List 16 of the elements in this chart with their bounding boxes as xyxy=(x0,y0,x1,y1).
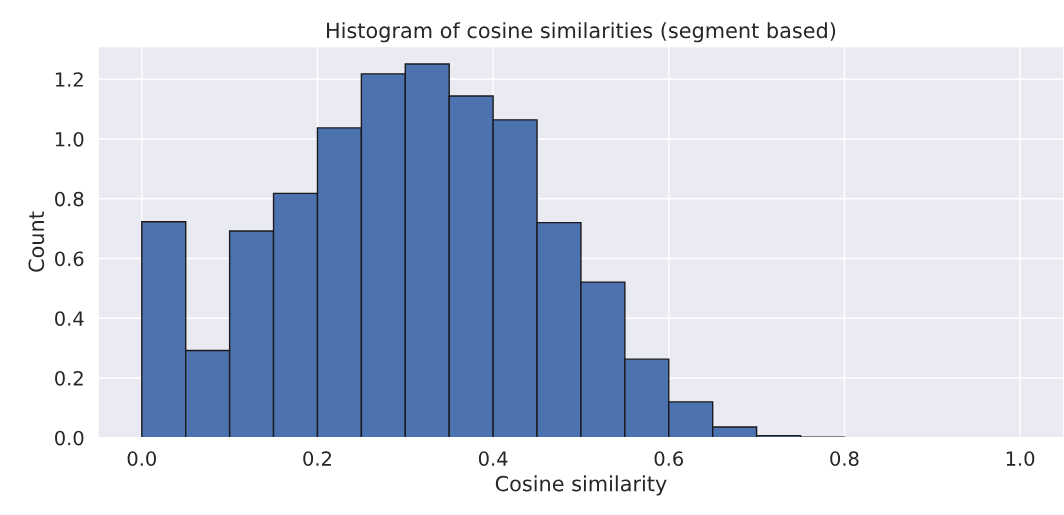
y-axis-title: Count xyxy=(28,211,45,272)
x-tick-label: 1.0 xyxy=(1006,451,1035,466)
y-tick-label: 0.4 xyxy=(55,311,84,326)
y-tick-label: 0.0 xyxy=(55,430,84,446)
y-tick-label: 1.0 xyxy=(55,131,84,147)
x-tick-label: 0.6 xyxy=(654,451,684,466)
chart-title: Histogram of cosine similarities (segment based) xyxy=(327,22,836,43)
x-axis-title: Cosine similarity xyxy=(495,475,667,496)
x-tick-label: 0.0 xyxy=(127,451,156,466)
x-tick-label: 0.4 xyxy=(478,451,508,466)
y-tick-label: 1.2 xyxy=(55,72,83,87)
y-tick-label: 0.2 xyxy=(55,370,83,386)
x-tick-label: 0.2 xyxy=(303,451,331,466)
y-tick-label: 0.6 xyxy=(55,251,84,267)
y-tick-label: 0.8 xyxy=(55,191,84,207)
x-tick-label: 0.8 xyxy=(830,451,859,466)
